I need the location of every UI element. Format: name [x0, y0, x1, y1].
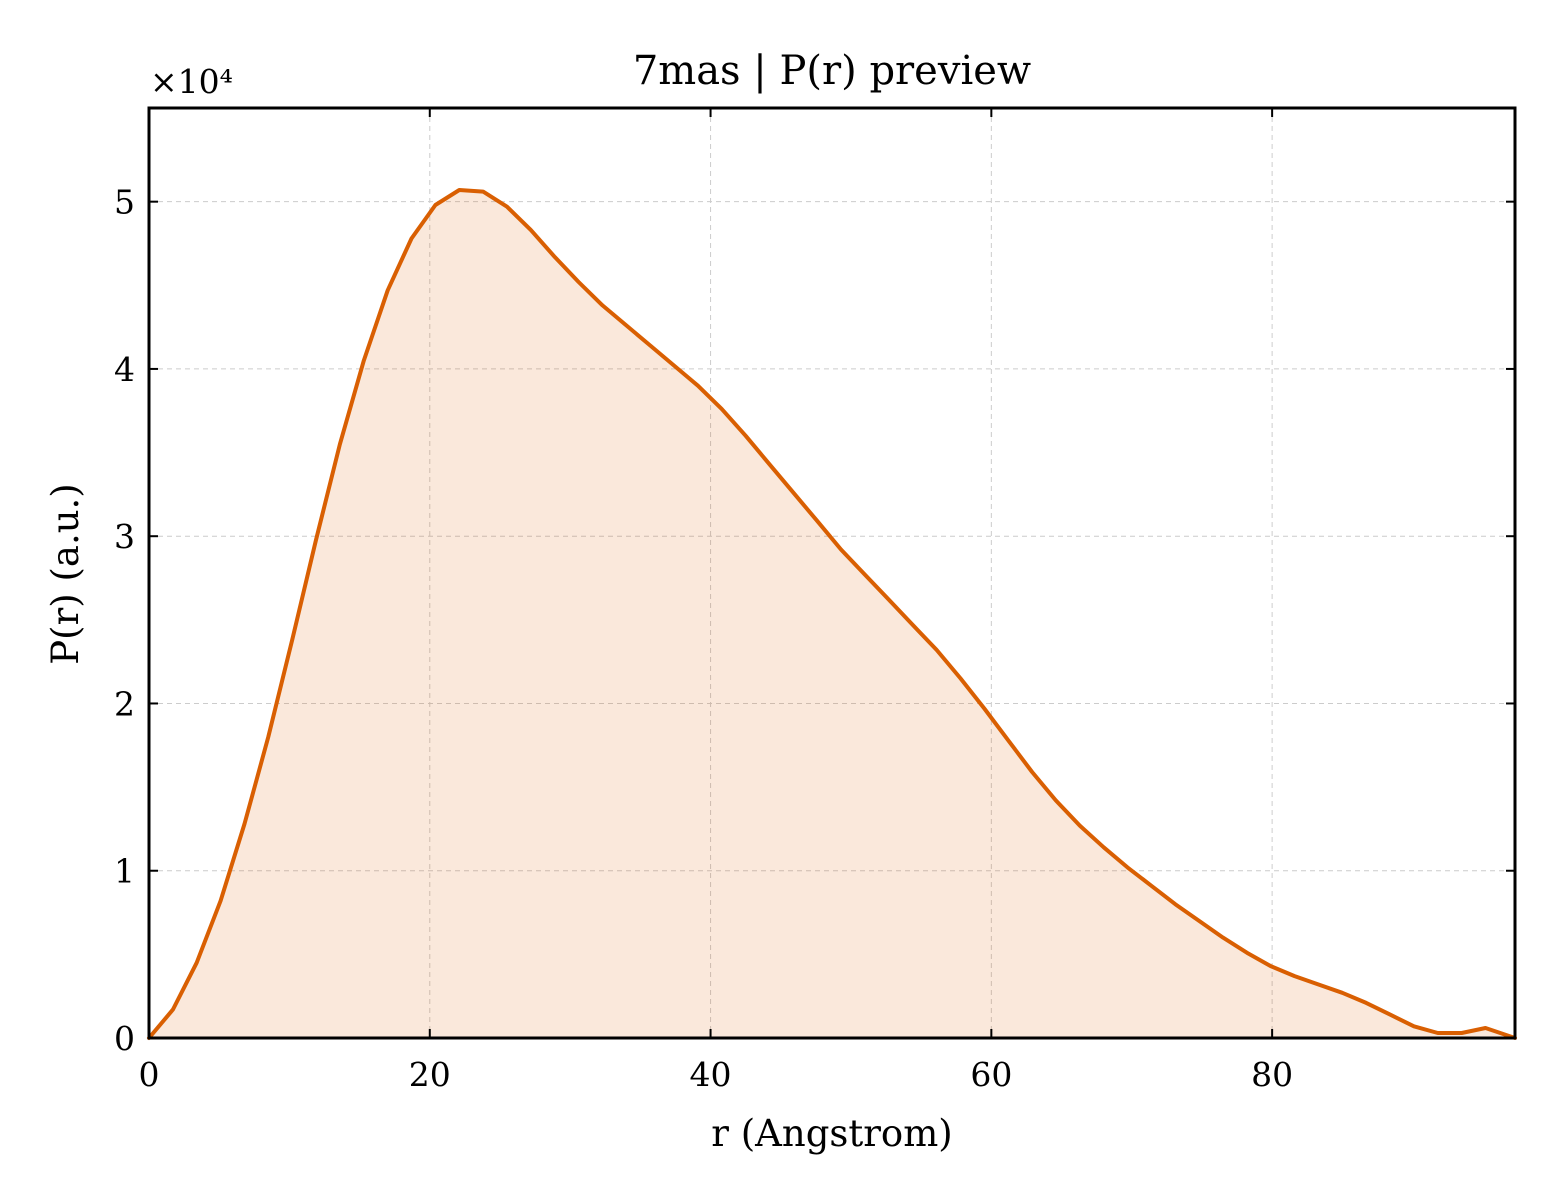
ticks — [148, 108, 1515, 1039]
y-tick-label: 2 — [114, 684, 135, 723]
tick-labels: 0 20 40 60 80 0 1 2 3 4 5 — [114, 183, 1293, 1094]
x-tick-label: 40 — [690, 1055, 732, 1094]
x-tick-label: 60 — [970, 1055, 1012, 1094]
y-tick-label: 5 — [114, 183, 135, 222]
x-tick-label: 0 — [139, 1055, 160, 1094]
x-tick-label: 80 — [1251, 1055, 1293, 1094]
area-fill — [149, 190, 1515, 1038]
y-tick-label: 0 — [114, 1019, 135, 1058]
y-tick-label: 1 — [114, 852, 135, 891]
plot-frame — [147, 106, 1517, 1040]
y-axis-label: P(r) (a.u.) — [44, 483, 87, 665]
x-axis-label: r (Angstrom) — [711, 1112, 952, 1155]
y-tick-label: 4 — [114, 350, 135, 389]
y-axis-multiplier: ×10⁴ — [150, 62, 233, 101]
chart-title: 7mas | P(r) preview — [633, 48, 1031, 94]
series-line — [147, 188, 1517, 1040]
y-tick-label: 3 — [114, 517, 135, 556]
x-tick-label: 20 — [409, 1055, 451, 1094]
grid — [149, 108, 1515, 1038]
